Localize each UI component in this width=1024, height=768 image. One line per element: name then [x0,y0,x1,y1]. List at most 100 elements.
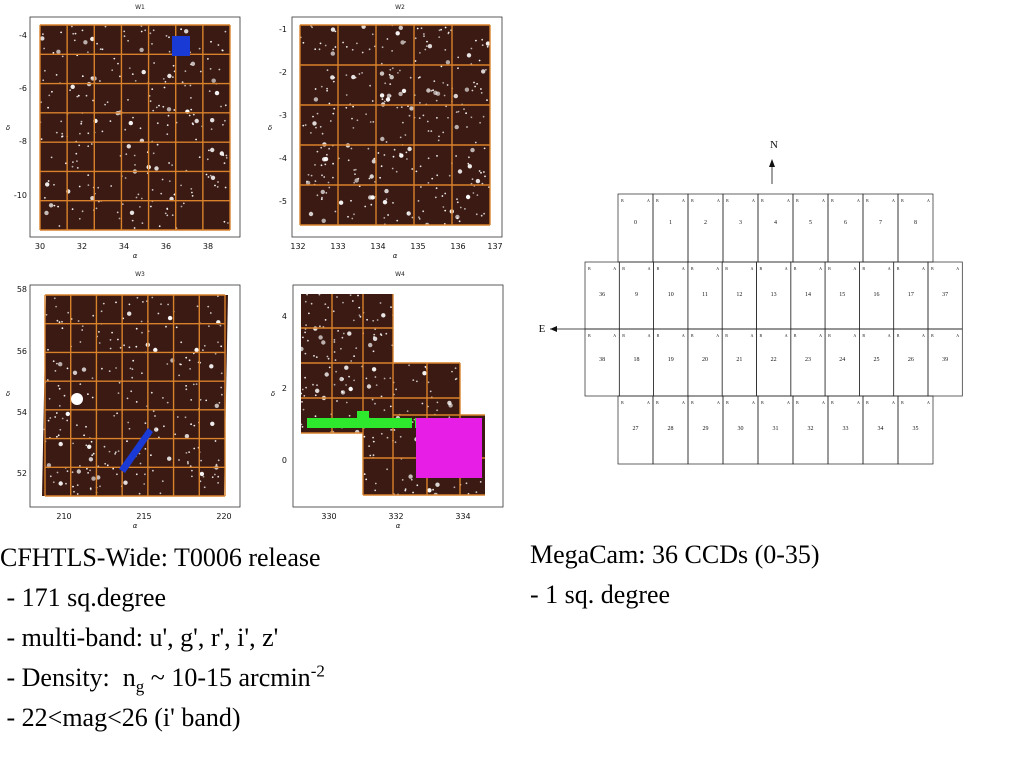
star [87,174,90,177]
star [111,69,114,72]
star [162,105,165,108]
star [352,105,354,108]
star [187,462,189,465]
star [390,306,392,308]
star [85,425,87,428]
star [168,162,171,164]
ccd [617,193,654,263]
star [334,210,337,213]
amp-label: B [657,333,660,338]
amp-label: B [622,333,625,338]
star [149,100,152,102]
star [328,186,331,189]
star [358,306,361,309]
density-superscript: -2 [310,661,325,681]
star [369,121,372,123]
star [89,469,91,472]
star [467,162,470,165]
amp-label: A [751,266,754,271]
star [311,26,313,29]
star [384,188,389,194]
star [164,212,167,215]
star [320,85,323,88]
star [87,393,89,395]
star [157,312,160,315]
star [66,367,69,370]
star [366,318,368,321]
ccd [862,193,899,263]
w3-xtick: 215 [136,512,151,521]
w4-ytick: 0 [282,456,287,465]
star [455,111,458,113]
star [191,195,194,197]
amp-label: B [691,266,694,271]
star [91,377,94,380]
star [179,363,181,365]
star [435,482,440,487]
star [209,312,212,314]
w2-ytick: -1 [279,25,287,34]
star [167,315,173,321]
star [168,50,171,53]
star [315,356,318,358]
w2-grid [299,24,491,226]
panel-w2: W2 132 133 134 135 136 137 -1 -2 -3 -4 -… [265,0,510,260]
w2-ytick: -3 [279,111,287,120]
star [312,115,314,118]
star [367,147,370,150]
star [319,325,321,328]
star [353,355,355,357]
star [318,335,323,340]
w4-xtick: 332 [388,512,403,521]
star [78,144,81,147]
star [326,69,329,72]
star [154,166,159,171]
star [76,95,79,98]
ccd-label: 9 [635,292,638,298]
star [315,388,320,393]
star [478,170,481,172]
star [371,398,374,401]
star [131,73,134,75]
star [154,415,156,417]
star [467,164,472,169]
megacam-area: - 1 sq. degree [530,580,671,609]
star [472,192,475,194]
star [77,94,80,97]
star [480,88,482,90]
star [470,182,473,185]
star [209,364,214,369]
star [180,341,183,344]
star [43,47,45,50]
star [87,132,90,135]
star [180,184,183,187]
star [141,69,146,75]
star [372,121,375,123]
star [305,386,307,389]
star [414,60,417,62]
star [192,383,195,386]
star [354,168,357,171]
star [383,154,386,156]
star [131,368,134,370]
star [106,101,109,104]
amp-label: A [787,400,790,405]
star [334,46,337,48]
star [401,479,404,481]
amp-label: A [785,266,788,271]
star [316,384,318,387]
star [307,339,309,342]
ccd-middle-rows: 36 B A 9 B A 10 B A 11 B A 12 B A 13 B A 14 B A 15 B A 16 B A 17 B A 3… [584,261,963,397]
star [90,36,95,42]
star [368,445,370,447]
megacam-description: MegaCam: 36 CCDs (0-35) - 1 sq. degree [530,535,820,615]
star [384,82,387,85]
star [210,128,213,131]
star [128,120,133,126]
star [329,120,332,122]
star [205,173,208,176]
star [401,88,407,94]
star [332,162,334,165]
star [483,147,486,150]
star [127,311,132,316]
